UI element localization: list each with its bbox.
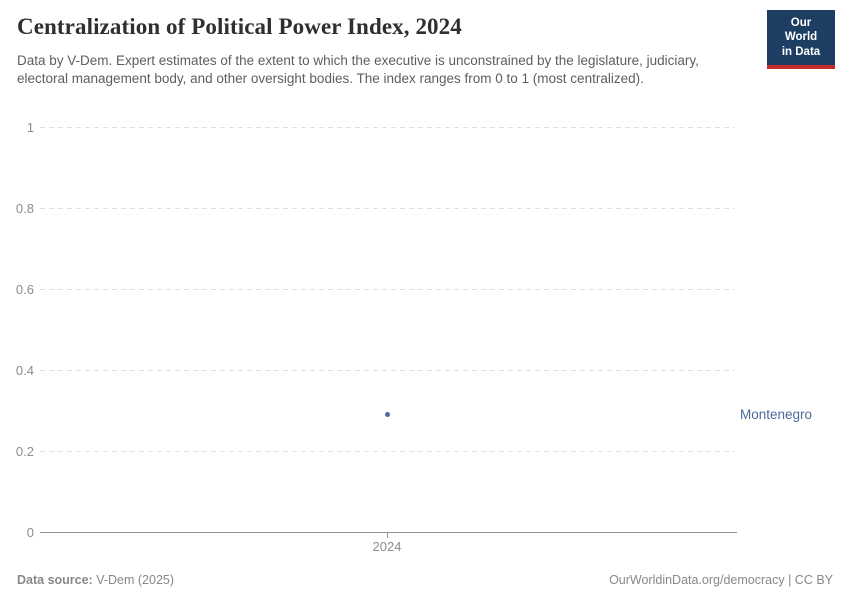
y-axis-tick-label: 0.6 (15, 282, 34, 297)
x-axis-tick-mark (387, 533, 388, 538)
y-axis-tick-label: 0.8 (15, 201, 34, 216)
data-source: Data source: V-Dem (2025) (17, 573, 174, 587)
gridline (40, 127, 735, 128)
data-point-montenegro[interactable] (384, 412, 390, 418)
data-source-label: Data source: (17, 573, 93, 587)
y-axis-tick-label: 0.4 (15, 363, 34, 378)
gridline (40, 451, 735, 452)
chart-footer: Data source: V-Dem (2025) OurWorldinData… (17, 573, 833, 587)
y-axis-tick-label: 1 (26, 120, 34, 135)
y-axis-tick-label: 0 (26, 525, 34, 540)
x-axis-line (40, 532, 737, 533)
owid-logo-line2: in Data (781, 45, 821, 58)
x-axis-tick-label: 2024 (372, 539, 402, 554)
gridline (40, 370, 735, 371)
data-source-value: V-Dem (2025) (96, 573, 175, 587)
footer-license-link[interactable]: OurWorldinData.org/democracy | CC BY (609, 573, 833, 587)
y-axis-tick-label: 0.2 (15, 444, 34, 459)
chart-subtitle: Data by V-Dem. Expert estimates of the e… (17, 53, 699, 86)
gridline (40, 208, 735, 209)
owid-logo-line1: Our World (784, 17, 818, 44)
gridline (40, 289, 735, 290)
owid-logo[interactable]: Our World in Data (767, 10, 835, 70)
entity-label-montenegro[interactable]: Montenegro (740, 406, 813, 422)
page-title: Centralization of Political Power Index,… (17, 14, 462, 39)
